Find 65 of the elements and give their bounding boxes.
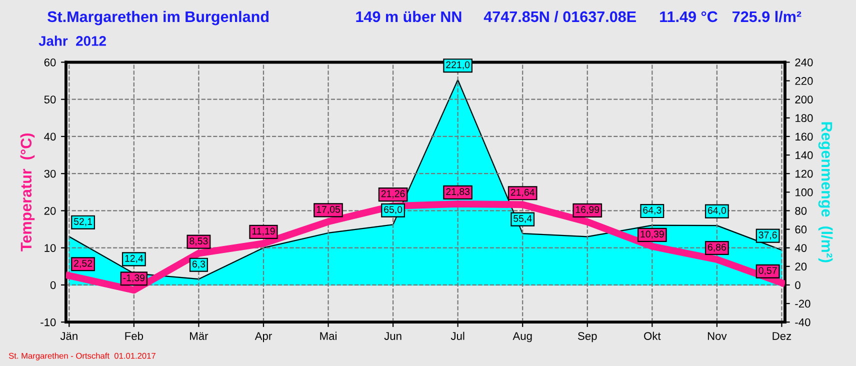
data-label: 21,83	[446, 188, 470, 196]
data-label: 21,64	[510, 188, 534, 197]
y2-tick-label: 0	[795, 281, 800, 290]
x-tick-label: Jän	[60, 332, 78, 340]
y2-tick-label: 60	[795, 226, 807, 234]
data-label: 6,86	[708, 244, 726, 252]
data-label: 55,4	[514, 215, 532, 224]
y2-axis-title: Regenmenge (l/m²)	[818, 122, 833, 262]
y2-tick-label: 40	[794, 244, 807, 252]
y-tick-label: 10	[44, 244, 56, 252]
y-tick-label: 60	[44, 58, 56, 66]
y2-tick-label: -40	[795, 318, 810, 326]
y2-tick-label: -20	[795, 300, 810, 308]
x-tick-label: Jun	[384, 332, 402, 340]
data-label: 52,1	[74, 218, 92, 226]
data-label: 11,19	[252, 228, 275, 236]
x-tick-label: Dez	[772, 332, 792, 340]
data-label: 12,4	[125, 254, 144, 263]
data-label: 17,05	[316, 206, 340, 214]
x-tick-label: Jul	[450, 332, 464, 340]
y2-tick-label: 240	[795, 58, 813, 66]
data-label: -1,39	[123, 274, 145, 282]
x-tick-label: Nov	[708, 332, 727, 340]
y-tick-label: 50	[44, 96, 56, 104]
y2-tick-label: 180	[796, 114, 813, 122]
y2-tick-label: 100	[796, 188, 813, 196]
y2-tick-label: 200	[795, 96, 813, 104]
y2-tick-label: 140	[796, 151, 813, 160]
x-tick-label: Sep	[578, 332, 597, 342]
x-tick-label: Aug	[512, 332, 532, 342]
y-tick-label: -10	[40, 318, 56, 326]
data-label: 0,57	[758, 267, 777, 276]
text: 725.9 l/m²	[732, 10, 802, 22]
text: 11.49 °C	[660, 11, 718, 22]
x-tick-label: Okt	[644, 332, 661, 340]
x-tick-label: Mär	[190, 332, 208, 340]
data-label: 64,3	[643, 206, 662, 215]
y2-tick-label: 160	[796, 132, 813, 141]
data-label: 10,39	[640, 230, 664, 239]
chart-title: St.Margarethen im Burgenland	[48, 10, 268, 26]
x-tick-label: Feb	[125, 332, 144, 340]
y2-tick-label: 80	[795, 206, 807, 215]
data-label: 6,3	[192, 260, 206, 269]
y2-tick-label: 120	[796, 170, 813, 178]
data-label: 64,0	[708, 207, 726, 216]
y-axis-title: Temperatur (°C)	[20, 134, 35, 252]
text: 4747.85N / 01637.08E	[484, 10, 636, 22]
x-tick-label: Apr	[254, 332, 272, 342]
y2-tick-label: 20	[795, 262, 807, 271]
y2-tick-label: 220	[795, 77, 813, 85]
data-label: 65,0	[384, 206, 402, 214]
text: St. Margarethen - Ortschaft 01.01.2017	[8, 352, 156, 360]
data-label: 8,53	[190, 238, 208, 246]
data-label: 221,0	[446, 61, 470, 70]
y-tick-label: 20	[44, 206, 56, 215]
data-label: 21,26	[381, 190, 405, 198]
x-tick-label: Mai	[320, 332, 336, 340]
y-tick-label: 30	[44, 170, 56, 178]
data-label: 2,52	[74, 260, 92, 268]
y-tick-label: 0	[50, 281, 56, 290]
data-label: 37,6	[758, 232, 777, 240]
text: 149 m über NN	[356, 10, 462, 22]
chart-subtitle: Jahr 2012	[38, 36, 106, 46]
data-label: 16,99	[576, 206, 600, 214]
y-tick-label: 40	[44, 132, 56, 141]
